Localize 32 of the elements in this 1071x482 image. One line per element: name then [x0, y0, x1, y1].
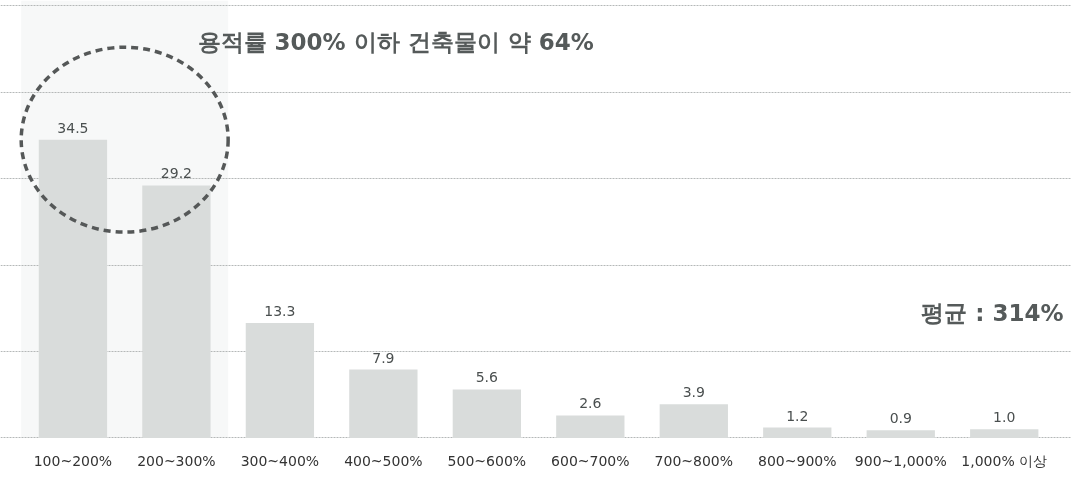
x-tick-label: 100~200%: [33, 452, 113, 469]
data-label: 5.6: [475, 369, 499, 386]
x-tick-label: 200~300%: [137, 452, 216, 469]
bar: [38, 139, 108, 438]
bar: [763, 427, 832, 438]
x-tick-label: 900~1,000%: [854, 452, 947, 469]
x-tick-label: 500~600%: [447, 452, 527, 469]
data-label: 3.9: [682, 384, 705, 401]
data-label: 1.0: [993, 409, 1016, 426]
bar: [142, 185, 211, 438]
data-label: 0.9: [889, 410, 912, 427]
x-tick-label: 300~400%: [240, 452, 320, 469]
bar: [452, 389, 521, 438]
bar: [659, 404, 728, 438]
bar: [866, 430, 935, 438]
annotation: 용적률 300% 이하 건축물이 약 64%: [197, 29, 594, 56]
x-tick-label: 700~800%: [654, 452, 734, 469]
data-label: 13.3: [264, 302, 296, 319]
annotation: 평균 : 314%: [921, 299, 1064, 326]
data-label: 7.9: [372, 349, 395, 366]
bar: [556, 415, 625, 438]
x-tick-label: 800~900%: [758, 452, 837, 469]
bar: [970, 429, 1039, 438]
data-label: 1.2: [786, 407, 809, 424]
data-label: 29.2: [160, 165, 192, 182]
data-label: 34.5: [57, 119, 89, 136]
x-tick-label: 600~700%: [551, 452, 630, 469]
bar: [245, 322, 315, 438]
x-tick-label: 400~500%: [344, 452, 423, 469]
bar: [349, 369, 418, 438]
data-label: 2.6: [579, 395, 602, 412]
x-tick-label: 1,000% 이상: [961, 452, 1048, 469]
